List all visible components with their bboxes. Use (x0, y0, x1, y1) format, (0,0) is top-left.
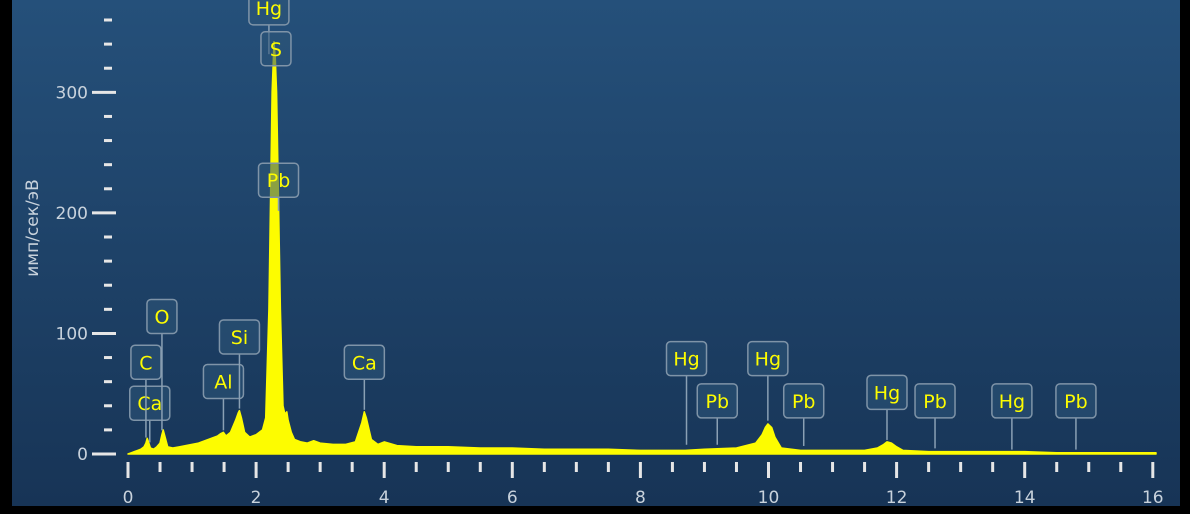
peak-label-text: Ca (137, 393, 162, 415)
peak-label: Si (218, 319, 261, 409)
peak-label-box (218, 319, 261, 355)
peak-label: Pb (782, 383, 825, 446)
peak-label-text: Pb (923, 391, 947, 413)
peak-label: Hg (991, 383, 1033, 450)
y-axis: 0 100 200 300 (56, 18, 116, 465)
peak-label-text: Pb (792, 391, 816, 413)
x-tick-label: 10 (758, 488, 780, 508)
peak-label: Ca (343, 344, 386, 410)
peak-label-box (146, 298, 178, 335)
peak-label-box (129, 385, 171, 421)
spectrum-area (127, 40, 1157, 455)
x-tick-label: 6 (507, 488, 518, 508)
peak-label-text: Al (214, 372, 232, 394)
peak-label-box (130, 344, 162, 381)
peak-label-box (665, 340, 708, 377)
plot-background (12, 0, 1180, 506)
peak-label-box (248, 0, 290, 26)
peak-label: Ca (129, 385, 171, 443)
peak-label-text: Hg (256, 0, 282, 20)
peak-label: S (260, 31, 292, 67)
peak-label-box (260, 31, 292, 67)
y-axis-label: имп/сек/эВ (23, 179, 43, 277)
x-tick-label: 12 (886, 488, 908, 508)
peak-label-text: Pb (267, 170, 291, 192)
y-tick-label: 0 (77, 445, 88, 465)
y-tick-label: 100 (56, 324, 88, 344)
y-tick-label: 300 (56, 83, 88, 103)
peak-label: Hg (747, 340, 789, 421)
peak-label-box (914, 383, 956, 419)
peak-label: Hg (866, 374, 908, 440)
peak-label-box (202, 363, 245, 400)
peak-label-text: S (270, 39, 282, 61)
peak-label: Hg (665, 340, 708, 445)
peak-labels: Ca C O Al Si Hg S Pb Ca Hg Pb Hg Pb Hg Pb Hg Pb (129, 0, 1097, 450)
peak-label-box (343, 344, 386, 381)
x-tick-label: 4 (379, 488, 390, 508)
peak-label: Pb (696, 383, 739, 445)
x-tick-label: 14 (1014, 488, 1036, 508)
peak-label-text: Ca (352, 352, 377, 374)
peak-label-text: Hg (999, 391, 1025, 413)
peak-label-text: Hg (874, 382, 900, 404)
x-tick-label: 2 (251, 488, 262, 508)
peak-label-text: Si (231, 327, 248, 349)
peak-label: O (146, 298, 178, 431)
peak-label-text: Pb (1064, 391, 1088, 413)
peak-label-text: C (139, 352, 152, 374)
peak-label-text: Hg (673, 349, 699, 371)
peak-label-box (782, 383, 825, 419)
peak-label-box (991, 383, 1033, 419)
peak-label-text: O (154, 306, 169, 328)
x-tick-label: 16 (1142, 488, 1164, 508)
peak-label: Pb (257, 162, 300, 211)
peak-label-text: Hg (755, 349, 781, 371)
x-tick-label: 0 (123, 488, 134, 508)
peak-label-box (747, 340, 789, 377)
spectrum-series (127, 40, 1157, 455)
peak-label-box (1055, 383, 1097, 419)
peak-label: Pb (1055, 383, 1097, 450)
peak-label: Al (202, 363, 245, 431)
x-axis: 0 2 4 6 8 10 12 14 16 (123, 462, 1164, 508)
peak-label: Hg (248, 0, 290, 55)
peak-label: Pb (914, 383, 956, 449)
x-tick-label: 8 (635, 488, 646, 508)
peak-label-box (866, 374, 908, 411)
peak-label: C (130, 344, 162, 438)
peak-label-box (696, 383, 739, 419)
y-tick-label: 200 (56, 204, 88, 224)
peak-label-text: Pb (705, 391, 729, 413)
peak-label-box (257, 162, 300, 198)
